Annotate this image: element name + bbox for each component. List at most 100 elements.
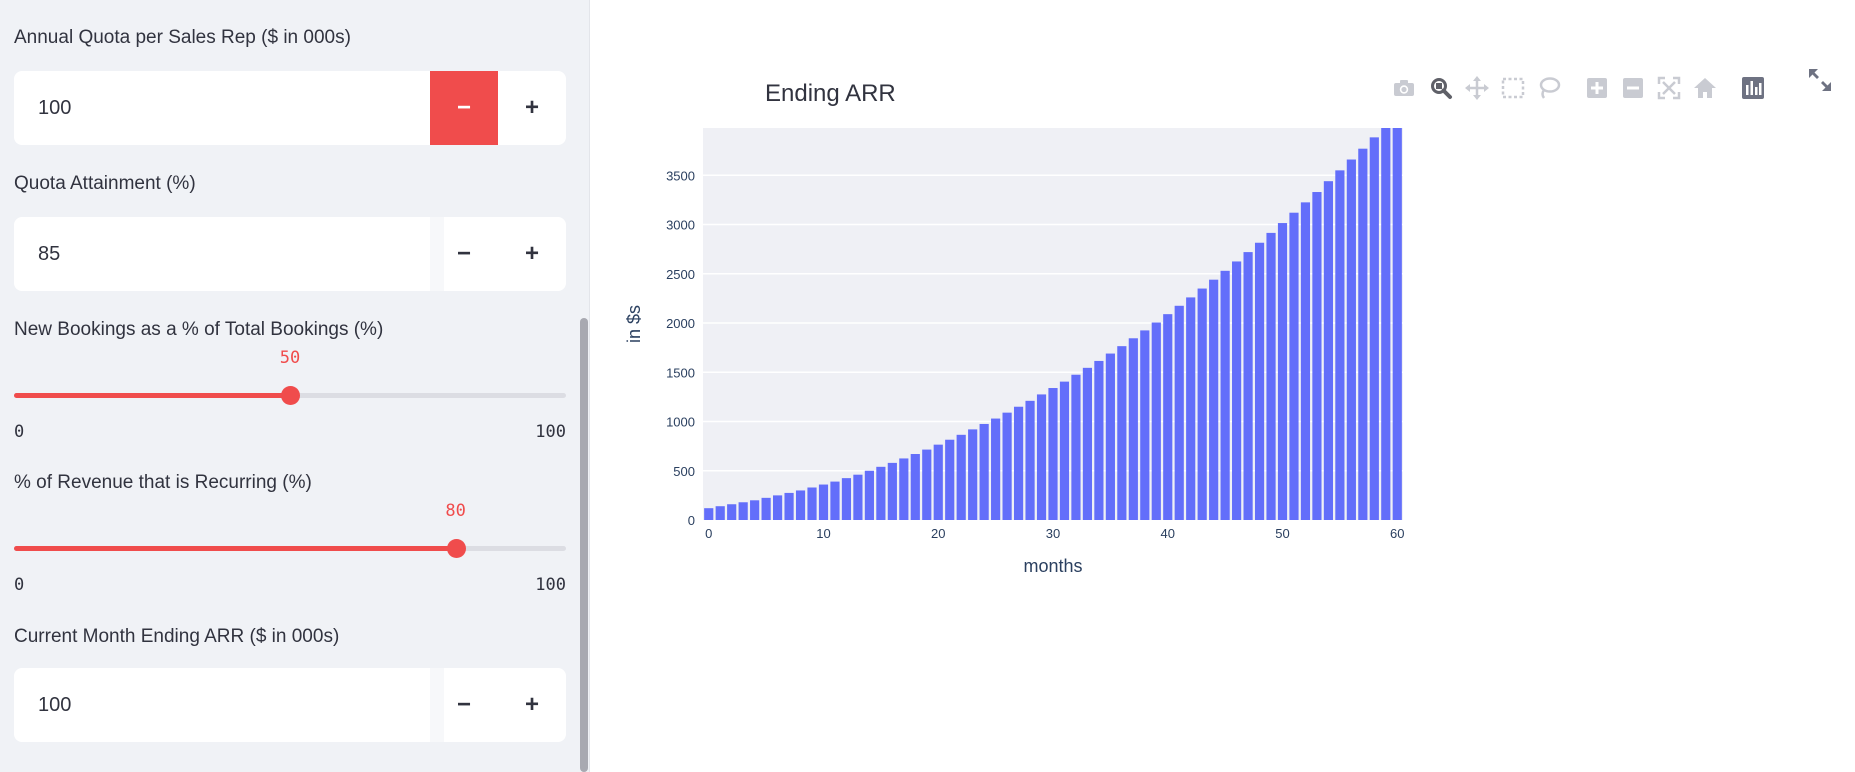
quota-decrement-button[interactable]: −	[430, 71, 498, 145]
bar[interactable]	[841, 478, 852, 520]
bar[interactable]	[876, 466, 886, 520]
bar[interactable]	[853, 474, 863, 520]
bar[interactable]	[1186, 297, 1196, 520]
slider-min-label: 0	[14, 575, 25, 595]
bar[interactable]	[1059, 381, 1070, 520]
slider-current-value: 80	[445, 501, 466, 521]
quota-value[interactable]: 100	[38, 97, 72, 119]
y-axis-title: in $s	[624, 305, 644, 343]
attainment-increment-button[interactable]: +	[524, 240, 539, 267]
fullscreen-icon[interactable]	[1806, 66, 1834, 94]
lasso-select-icon[interactable]	[1534, 73, 1564, 103]
bar[interactable]	[887, 462, 897, 520]
slider-thumb[interactable]	[446, 539, 466, 558]
bar[interactable]	[945, 439, 955, 520]
bar[interactable]	[704, 508, 714, 520]
ending-arr-input[interactable]: 100 − +	[14, 668, 566, 742]
bar[interactable]	[1335, 170, 1345, 521]
bar[interactable]	[715, 506, 725, 520]
bar[interactable]	[1232, 261, 1242, 520]
box-select-icon[interactable]	[1498, 73, 1528, 103]
bar[interactable]	[864, 470, 874, 520]
bar[interactable]	[933, 444, 943, 520]
recurring-slider[interactable]: 80 0 100	[14, 493, 566, 595]
ending-arr-decrement-button[interactable]: −	[456, 691, 471, 718]
plotly-logo-icon[interactable]	[1738, 73, 1768, 103]
bar[interactable]	[1323, 181, 1333, 521]
bar[interactable]	[1002, 412, 1012, 520]
bar[interactable]	[1197, 288, 1207, 520]
bar[interactable]	[956, 434, 966, 520]
bar[interactable]	[1128, 338, 1138, 520]
bar[interactable]	[784, 492, 794, 520]
attainment-decrement-button[interactable]: −	[456, 240, 471, 267]
bar[interactable]	[738, 502, 748, 520]
bar[interactable]	[1036, 394, 1047, 520]
bar[interactable]	[899, 458, 909, 520]
bar[interactable]	[1105, 353, 1115, 520]
input-divider	[430, 668, 444, 742]
bar[interactable]	[807, 487, 817, 520]
reset-axes-icon[interactable]	[1690, 73, 1720, 103]
x-tick-label: 60	[1390, 526, 1404, 541]
bar[interactable]	[727, 504, 737, 520]
ending-arr-label: Current Month Ending ARR ($ in 000s)	[14, 626, 340, 647]
zoom-icon[interactable]	[1426, 73, 1456, 103]
bar[interactable]	[979, 423, 989, 520]
bar[interactable]	[1025, 400, 1035, 520]
bar[interactable]	[1381, 128, 1391, 520]
bar[interactable]	[1254, 242, 1265, 520]
bar[interactable]	[1220, 270, 1230, 520]
bar[interactable]	[1266, 232, 1276, 520]
bar[interactable]	[1094, 360, 1104, 520]
bar[interactable]	[910, 454, 920, 520]
bar[interactable]	[830, 481, 840, 520]
quota-input[interactable]: 100 − +	[14, 71, 566, 145]
new-bookings-slider[interactable]: 50 0 100	[14, 340, 566, 442]
slider-thumb[interactable]	[281, 386, 300, 405]
bar[interactable]	[1071, 374, 1081, 520]
bar[interactable]	[795, 490, 806, 520]
bar[interactable]	[1392, 128, 1402, 520]
bar[interactable]	[1117, 346, 1127, 520]
zoom-in-icon[interactable]	[1582, 73, 1612, 103]
bar[interactable]	[761, 497, 771, 520]
bar[interactable]	[1369, 137, 1379, 520]
bar[interactable]	[1358, 148, 1368, 520]
bar[interactable]	[1300, 202, 1311, 520]
bars	[704, 128, 1402, 521]
zoom-out-icon[interactable]	[1618, 73, 1648, 103]
sidebar-scrollbar[interactable]	[580, 318, 588, 772]
x-tick-label: 50	[1275, 526, 1289, 541]
bar[interactable]	[1174, 305, 1184, 520]
camera-icon[interactable]	[1389, 73, 1419, 103]
x-tick-label: 30	[1046, 526, 1060, 541]
attainment-value[interactable]: 85	[38, 243, 61, 265]
bar[interactable]	[1082, 367, 1093, 520]
recurring-label: % of Revenue that is Recurring (%)	[14, 472, 312, 493]
bar[interactable]	[1346, 159, 1356, 521]
bar[interactable]	[1209, 279, 1219, 520]
bar[interactable]	[773, 495, 783, 520]
bar[interactable]	[991, 418, 1001, 520]
bar[interactable]	[1151, 322, 1161, 520]
bar[interactable]	[1163, 314, 1173, 520]
pan-icon[interactable]	[1462, 73, 1492, 103]
ending-arr-increment-button[interactable]: +	[524, 691, 539, 718]
bar[interactable]	[1013, 406, 1024, 520]
bar[interactable]	[1243, 252, 1253, 520]
bar[interactable]	[922, 449, 932, 520]
quota-increment-button[interactable]: +	[524, 94, 539, 121]
bar[interactable]	[1277, 223, 1288, 520]
bar[interactable]	[1140, 330, 1150, 520]
bar[interactable]	[750, 500, 760, 520]
main-panel: Ending ARR	[591, 0, 1855, 772]
ending-arr-value[interactable]: 100	[38, 694, 72, 716]
bar[interactable]	[1312, 192, 1322, 521]
bar[interactable]	[1048, 388, 1058, 520]
autoscale-icon[interactable]	[1654, 73, 1684, 103]
bar[interactable]	[968, 429, 978, 520]
attainment-input[interactable]: 85 − +	[14, 217, 566, 291]
bar[interactable]	[1289, 212, 1299, 520]
bar[interactable]	[818, 484, 829, 520]
